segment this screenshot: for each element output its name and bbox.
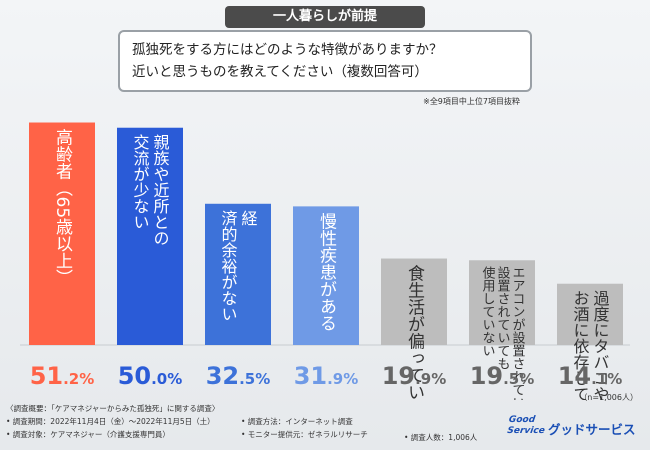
- monitor-provider: • モニター提供元：ゼネラルリサーチ: [241, 430, 368, 439]
- survey-target: • 調査対象：ケアマネジャー（介護支援専門員）: [6, 430, 170, 439]
- value-int-7: 14: [558, 362, 591, 390]
- value-label-6: 19.5%: [470, 362, 535, 390]
- value-dec-1: .2%: [63, 370, 94, 388]
- value-label-4: 31.9%: [294, 362, 359, 390]
- bar-label-4-col-1: 慢性疾患がある: [316, 211, 337, 331]
- bar-6: [469, 260, 535, 345]
- value-dec-6: .5%: [503, 370, 534, 388]
- bar-label-2-col-2: 親族や近所との: [151, 134, 170, 246]
- value-int-4: 31: [294, 362, 327, 390]
- survey-method: • 調査方法：インターネット調査: [241, 417, 353, 426]
- logo-en: Good Service: [506, 415, 553, 437]
- survey-overview: 〈調査概要：「ケアマネジャーからみた孤独死」に関する調査〉 • 調査期間：202…: [6, 402, 506, 441]
- selection-note: ※全9項目中上位7項目抜粋: [423, 97, 520, 106]
- overview-title: 〈調査概要：「ケアマネジャーからみた孤独死」に関する調査〉: [6, 404, 220, 413]
- value-int-1: 51: [30, 362, 63, 390]
- bar-label-6-col-1: 使用していない: [480, 266, 496, 358]
- value-int-3: 32: [206, 362, 239, 390]
- value-dec-7: .1%: [591, 370, 622, 388]
- bar-label-7-col-2: 過度にタバコや: [591, 290, 610, 400]
- bar-label-7-col-1: お酒に依存している: [571, 290, 590, 400]
- value-int-2: 50: [118, 362, 151, 390]
- question-line-2: 近いと思うものを教えてください（複数回答可）: [132, 64, 428, 80]
- value-dec-3: .5%: [239, 370, 270, 388]
- value-label-7: 14.1%: [558, 362, 623, 390]
- value-label-2: 50.0%: [118, 362, 183, 390]
- logo-en-line2: Service: [506, 426, 546, 436]
- bar-chart: 高齢者（65歳以上） 51.2% 交流が少ない 親族や近所との 50.0% 済的余裕がない…: [20, 122, 630, 400]
- value-label-3: 32.5%: [206, 362, 271, 390]
- value-label-5: 19.9%: [382, 362, 447, 390]
- value-dec-4: .9%: [327, 370, 358, 388]
- value-dec-2: .0%: [151, 370, 182, 388]
- value-int-5: 19: [382, 362, 415, 390]
- question-box: 孤独死をする方にはどのような特徴がありますか？ 近いと思うものを教えてください（…: [118, 30, 532, 92]
- question-line-1: 孤独死をする方にはどのような特徴がありますか？: [132, 42, 443, 58]
- bar-label-3-col-2: 経: [239, 210, 258, 226]
- value-int-6: 19: [470, 362, 503, 390]
- value-label-1: 51.2%: [30, 362, 95, 390]
- bar-label-2-col-1: 交流が少ない: [131, 134, 150, 230]
- bar-label-6-col-3: エアコンが設置されていない、: [510, 266, 526, 400]
- bar-2: [117, 127, 183, 346]
- bar-label-1-col-1: 高齢者（65歳以上）: [52, 128, 73, 286]
- bar-1: [29, 122, 95, 345]
- premise-badge: 一人暮らしが前提: [225, 6, 425, 28]
- value-dec-5: .9%: [415, 370, 446, 388]
- bar-label-5-col-1: 食生活が偏っている: [404, 264, 425, 400]
- company-logo: Good Service グッドサービス: [506, 413, 646, 443]
- bar-3: [205, 203, 271, 345]
- logo-ja: グッドサービス: [548, 422, 636, 437]
- logo-en-line1: Good: [508, 415, 536, 425]
- bar-7: [557, 283, 623, 345]
- bar-5: [381, 258, 447, 345]
- survey-period: • 調査期間：2022年11月4日（金）〜2022年11月5日（土）: [6, 417, 215, 426]
- survey-sample-size: • 調査人数：1,006人: [404, 433, 478, 442]
- bar-4: [293, 206, 359, 345]
- bar-label-3-col-1: 済的余裕がない: [219, 210, 238, 322]
- sample-size-note: （n=1,006人）: [579, 393, 638, 402]
- bar-label-6-col-2: 設置されていても: [495, 266, 511, 371]
